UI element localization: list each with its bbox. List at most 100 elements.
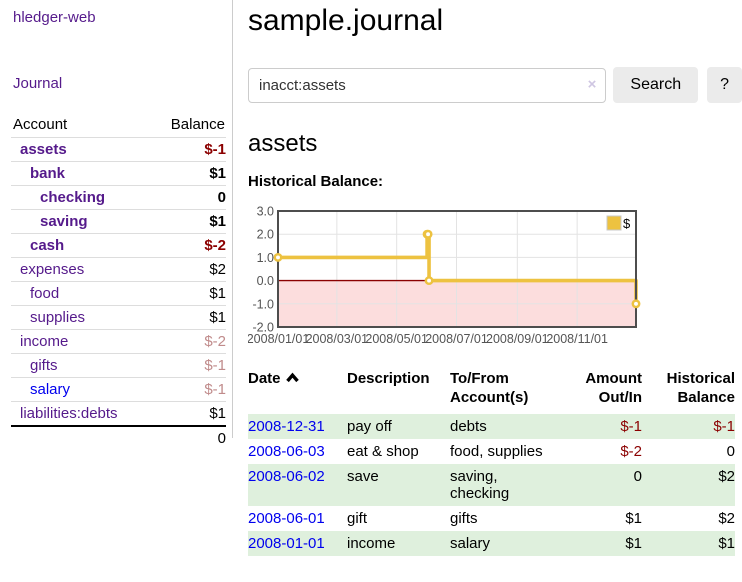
transaction-description: gift — [347, 510, 368, 527]
transaction-amount: $-1 — [620, 418, 642, 435]
svg-text:2008/01/01: 2008/01/01 — [248, 332, 309, 346]
register-row: 2008-06-01 gift gifts $1 $2 — [248, 506, 735, 531]
account-balance: $-1 — [161, 353, 226, 378]
account-balance: $-1 — [161, 377, 226, 402]
account-link-income[interactable]: income — [20, 333, 69, 350]
account-link-checking[interactable]: checking — [40, 189, 106, 206]
transaction-amount: 0 — [633, 468, 642, 485]
transaction-amount: $-2 — [620, 443, 642, 460]
register-col-account: To/From Account(s) — [450, 370, 529, 406]
accounts-total-balance: 0 — [161, 425, 226, 450]
page-title: sample.journal — [248, 4, 444, 37]
account-row: salary $-1 — [11, 377, 226, 402]
transaction-description: income — [347, 535, 396, 552]
transaction-accounts: salary — [450, 535, 491, 552]
account-link-expenses[interactable]: expenses — [20, 261, 85, 278]
help-button[interactable]: ? — [707, 67, 742, 103]
svg-text:$: $ — [623, 216, 631, 231]
transaction-amount: $1 — [625, 510, 642, 527]
account-balance: $1 — [161, 161, 226, 186]
account-row: cash $-2 — [11, 233, 226, 258]
account-row: bank $1 — [11, 161, 226, 186]
transaction-balance: $2 — [718, 468, 735, 485]
search-input[interactable] — [248, 67, 607, 103]
account-link-supplies[interactable]: supplies — [30, 309, 86, 326]
transaction-balance: $-1 — [713, 418, 735, 435]
transaction-balance: $1 — [718, 535, 735, 552]
transaction-description: eat & shop — [347, 443, 419, 460]
account-row: supplies $1 — [11, 305, 226, 330]
transaction-accounts: food, supplies — [450, 443, 543, 460]
sidebar-item-journal[interactable]: Journal — [13, 75, 63, 92]
register-col-amount: Amount Out/In — [585, 370, 642, 406]
account-balance: $-2 — [161, 233, 226, 258]
account-link-salary[interactable]: salary — [30, 381, 71, 398]
clear-search-icon[interactable]: × — [587, 75, 597, 93]
transaction-description: pay off — [347, 418, 392, 435]
accounts-col-balance: Balance — [170, 116, 225, 133]
account-row: saving $1 — [11, 209, 226, 234]
account-balance: 0 — [161, 185, 226, 210]
historical-balance-chart: 3.0 2.0 1.0 0.0 -1.0 -2.0 2008/01/01 2008/03/01… — [247, 204, 742, 354]
register-col-description: Description — [347, 370, 430, 387]
account-row: expenses $2 — [11, 257, 226, 282]
transaction-accounts: saving, checking — [450, 468, 510, 502]
account-balance: $1 — [161, 305, 226, 330]
register-header-row: Date Description To/From Account(s) Amou… — [248, 367, 735, 414]
account-row: income $-2 — [11, 329, 226, 354]
account-balance: $1 — [161, 281, 226, 306]
svg-text:1.0: 1.0 — [257, 251, 274, 265]
account-row: food $1 — [11, 281, 226, 306]
account-row: liabilities:debts $1 — [11, 401, 226, 426]
account-balance: $1 — [161, 209, 226, 234]
accounts-header-row: Account Balance — [11, 112, 226, 138]
account-row: gifts $-1 — [11, 353, 226, 378]
search-bar: × Search ? — [248, 67, 742, 103]
account-balance: $-1 — [161, 137, 226, 162]
transaction-accounts: debts — [450, 418, 487, 435]
account-heading: assets — [248, 130, 318, 157]
svg-text:3.0: 3.0 — [257, 205, 274, 219]
svg-text:-2.0: -2.0 — [252, 321, 274, 335]
svg-text:2.0: 2.0 — [257, 228, 274, 242]
transaction-accounts: gifts — [450, 510, 478, 527]
sort-ascending-icon — [285, 372, 299, 383]
search-button[interactable]: Search — [613, 67, 699, 103]
transaction-date-link[interactable]: 2008-06-03 — [248, 443, 325, 460]
main-content: sample.journal × Search ? assets Histori… — [247, 0, 742, 556]
accounts-table: Account Balance assets $-1 bank $1 check… — [11, 112, 226, 450]
transaction-date-link[interactable]: 2008-01-01 — [248, 535, 325, 552]
register-row: 2008-06-02 save saving, checking 0 $2 — [248, 464, 735, 506]
account-link-saving[interactable]: saving — [40, 213, 88, 230]
svg-text:2008/03/01: 2008/03/01 — [306, 332, 369, 346]
chart-heading: Historical Balance: — [248, 173, 384, 190]
account-link-assets[interactable]: assets — [20, 141, 67, 158]
app-title-link[interactable]: hledger-web — [13, 9, 96, 26]
transaction-amount: $1 — [625, 535, 642, 552]
account-row: assets $-1 — [11, 137, 226, 162]
transaction-date-link[interactable]: 2008-06-01 — [248, 510, 325, 527]
transaction-description: save — [347, 468, 379, 485]
chart-svg: 3.0 2.0 1.0 0.0 -1.0 -2.02008/01/012008/03/01… — [247, 205, 641, 346]
account-link-bank[interactable]: bank — [30, 165, 66, 182]
transaction-date-link[interactable]: 2008-12-31 — [248, 418, 325, 435]
account-link-liabilities-debts[interactable]: liabilities:debts — [20, 405, 118, 422]
account-link-gifts[interactable]: gifts — [30, 357, 58, 374]
svg-text:2008/09/01: 2008/09/01 — [486, 332, 549, 346]
account-balance: $-2 — [161, 329, 226, 354]
register-row: 2008-01-01 income salary $1 $1 — [248, 531, 735, 556]
account-balance: $2 — [161, 257, 226, 282]
register-row: 2008-06-03 eat & shop food, supplies $-2… — [248, 439, 735, 464]
register-col-balance: Historical Balance — [666, 370, 735, 406]
accounts-total-row: 0 — [11, 425, 226, 450]
account-link-food[interactable]: food — [30, 285, 60, 302]
svg-text:2008/07/01: 2008/07/01 — [425, 332, 488, 346]
transaction-balance: $2 — [718, 510, 735, 527]
account-row: checking 0 — [11, 185, 226, 210]
accounts-col-account: Account — [13, 116, 68, 133]
account-link-cash[interactable]: cash — [30, 237, 65, 254]
transaction-date-link[interactable]: 2008-06-02 — [248, 468, 325, 485]
svg-text:0.0: 0.0 — [257, 274, 274, 288]
sidebar: hledger-web Journal Account Balance asse… — [0, 0, 233, 450]
register-col-date[interactable]: Date — [248, 367, 347, 414]
